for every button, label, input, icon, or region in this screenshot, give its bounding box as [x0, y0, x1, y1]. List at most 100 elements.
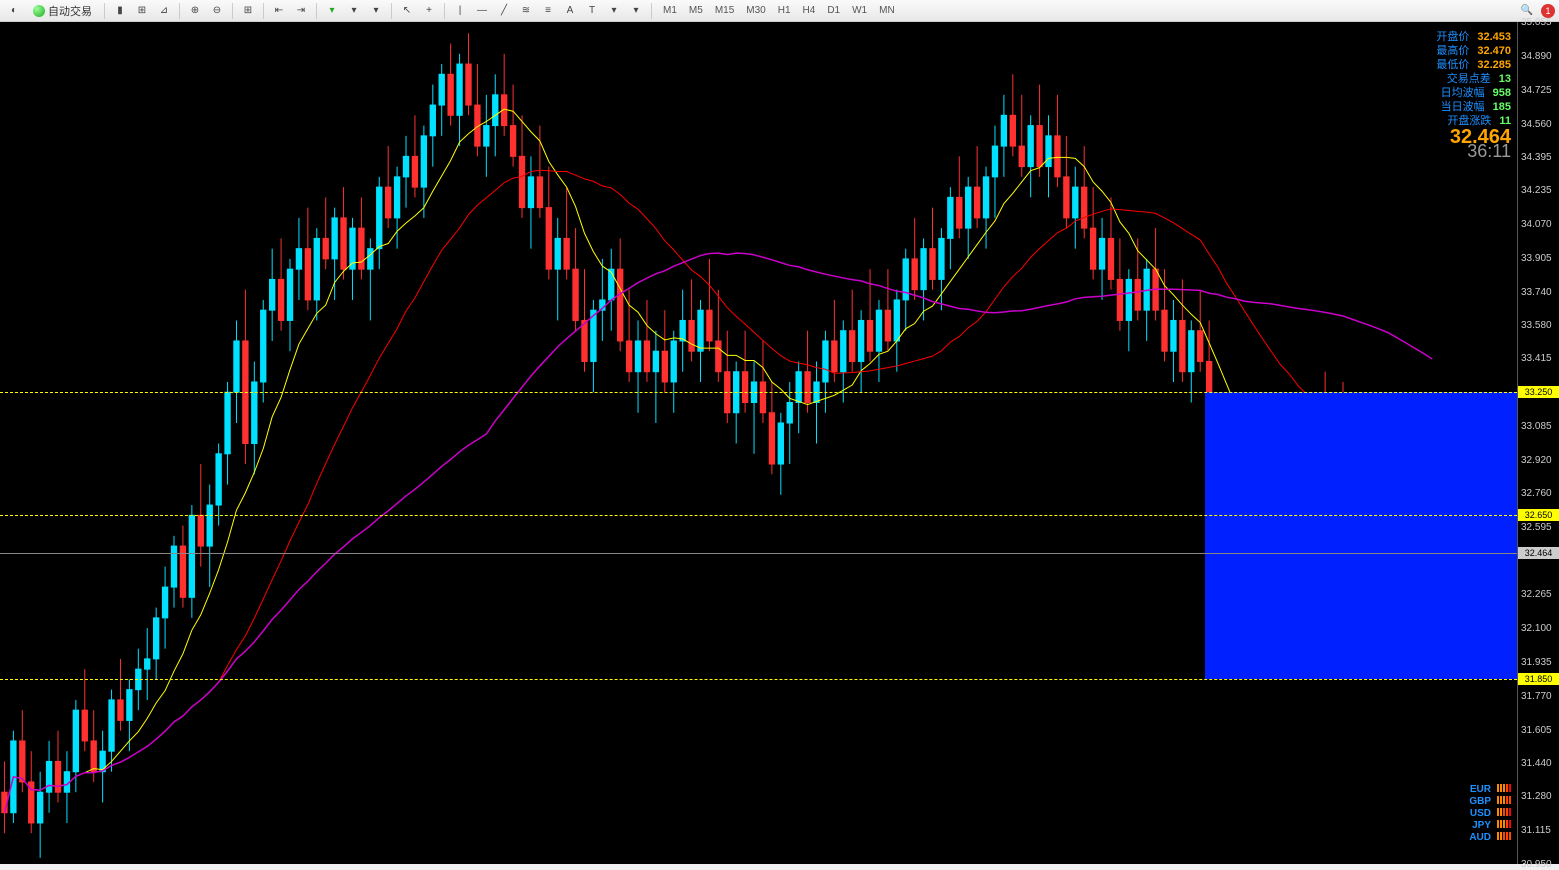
- info-label: 开盘价: [1436, 30, 1469, 44]
- crosshair-icon[interactable]: +: [419, 2, 439, 20]
- nav-icon[interactable]: ◐: [4, 2, 24, 20]
- templates-icon[interactable]: ▾: [344, 2, 364, 20]
- text-icon[interactable]: A: [560, 2, 580, 20]
- y-tick: 31.605: [1521, 725, 1552, 736]
- info-value: 185: [1493, 100, 1511, 114]
- channel-icon[interactable]: ≋: [516, 2, 536, 20]
- info-value: 13: [1499, 72, 1511, 86]
- currency-code: GBP: [1469, 796, 1491, 808]
- timeframe-h4[interactable]: H4: [797, 2, 822, 20]
- chart-canvas[interactable]: [0, 22, 1517, 864]
- shift-icon[interactable]: ⇤: [269, 2, 289, 20]
- timeframe-m30[interactable]: M30: [740, 2, 771, 20]
- info-label: 当日波幅: [1441, 100, 1485, 114]
- timeframe-d1[interactable]: D1: [821, 2, 846, 20]
- chart-area[interactable]: 35.05534.89034.72534.56034.39534.23534.0…: [0, 22, 1559, 864]
- price-marker: 33.250: [1518, 386, 1559, 398]
- countdown-timer: 36:11: [1436, 144, 1511, 158]
- info-panel: 开盘价32.453最高价32.470最低价32.285交易点差13日均波幅958…: [1436, 30, 1511, 158]
- currency-bars: [1497, 808, 1511, 820]
- price-marker: 31.850: [1518, 673, 1559, 685]
- y-tick: 34.560: [1521, 119, 1552, 130]
- separator: [232, 3, 233, 19]
- y-tick: 32.265: [1521, 589, 1552, 600]
- timeframe-h1[interactable]: H1: [772, 2, 797, 20]
- autotrade-label: 自动交易: [48, 3, 92, 19]
- timeframe-m15[interactable]: M15: [709, 2, 740, 20]
- timeframe-m5[interactable]: M5: [683, 2, 709, 20]
- candle-chart-icon[interactable]: ⊞: [132, 2, 152, 20]
- info-row: 日均波幅958: [1436, 86, 1511, 100]
- currency-code: USD: [1470, 808, 1491, 820]
- currency-bars: [1497, 796, 1511, 808]
- y-tick: 35.055: [1521, 17, 1552, 28]
- grid-icon[interactable]: ⊞: [238, 2, 258, 20]
- timeframe-mn[interactable]: MN: [873, 2, 901, 20]
- timeframe-w1[interactable]: W1: [846, 2, 873, 20]
- y-tick: 34.725: [1521, 85, 1552, 96]
- horizontal-line[interactable]: [0, 515, 1517, 516]
- notification-badge[interactable]: 1: [1541, 4, 1555, 18]
- shapes-icon[interactable]: ▾: [604, 2, 624, 20]
- zoom-out-icon[interactable]: ⊖: [207, 2, 227, 20]
- y-tick: 32.920: [1521, 455, 1552, 466]
- separator: [179, 3, 180, 19]
- current-price-line: [0, 553, 1517, 554]
- indicators-icon[interactable]: ▾: [322, 2, 342, 20]
- currency-row: GBP: [1469, 796, 1511, 808]
- autotrade-button[interactable]: 自动交易: [26, 2, 99, 20]
- y-tick: 32.595: [1521, 522, 1552, 533]
- highlight-rectangle: [1205, 392, 1517, 679]
- y-tick: 30.950: [1521, 859, 1552, 870]
- autoscroll-icon[interactable]: ⇥: [291, 2, 311, 20]
- currency-code: JPY: [1472, 820, 1491, 832]
- info-label: 最高价: [1436, 44, 1469, 58]
- price-marker: 32.650: [1518, 509, 1559, 521]
- separator: [651, 3, 652, 19]
- bar-chart-icon[interactable]: ▮: [110, 2, 130, 20]
- y-tick: 31.280: [1521, 791, 1552, 802]
- vline-icon[interactable]: |: [450, 2, 470, 20]
- fibo-icon[interactable]: ≡: [538, 2, 558, 20]
- zoom-in-icon[interactable]: ⊕: [185, 2, 205, 20]
- y-tick: 34.395: [1521, 152, 1552, 163]
- separator: [263, 3, 264, 19]
- currency-row: JPY: [1469, 820, 1511, 832]
- info-row: 交易点差 13: [1436, 72, 1511, 86]
- y-tick: 34.235: [1521, 185, 1552, 196]
- y-tick: 33.085: [1521, 421, 1552, 432]
- horizontal-line[interactable]: [0, 392, 1517, 393]
- y-tick: 33.740: [1521, 287, 1552, 298]
- info-label: 交易点差: [1447, 72, 1491, 86]
- strategy-icon[interactable]: ▾: [366, 2, 386, 20]
- label-icon[interactable]: T: [582, 2, 602, 20]
- y-tick: 31.440: [1521, 758, 1552, 769]
- separator: [316, 3, 317, 19]
- info-value: 32.470: [1477, 44, 1511, 58]
- y-tick: 31.770: [1521, 691, 1552, 702]
- y-tick: 34.070: [1521, 219, 1552, 230]
- currency-code: EUR: [1470, 784, 1491, 796]
- cursor-icon[interactable]: ↖: [397, 2, 417, 20]
- currency-bars: [1497, 820, 1511, 832]
- horizontal-line[interactable]: [0, 679, 1517, 680]
- currency-bars: [1497, 832, 1511, 844]
- hline-icon[interactable]: —: [472, 2, 492, 20]
- y-tick: 31.935: [1521, 657, 1552, 668]
- currency-row: USD: [1469, 808, 1511, 820]
- info-row: 当日波幅 185: [1436, 100, 1511, 114]
- info-row: 最高价 32.470: [1436, 44, 1511, 58]
- currency-row: AUD: [1469, 832, 1511, 844]
- currency-bars: [1497, 784, 1511, 796]
- line-chart-icon[interactable]: ⊿: [154, 2, 174, 20]
- price-marker: 32.464: [1518, 547, 1559, 559]
- timeframe-m1[interactable]: M1: [657, 2, 683, 20]
- y-tick: 33.415: [1521, 353, 1552, 364]
- arrows-icon[interactable]: ▾: [626, 2, 646, 20]
- currency-code: AUD: [1469, 832, 1491, 844]
- main-toolbar: ◐ 自动交易 ▮ ⊞ ⊿ ⊕ ⊖ ⊞ ⇤ ⇥ ▾ ▾ ▾ ↖ + | — ╱ ≋…: [0, 0, 1559, 22]
- y-tick: 34.890: [1521, 51, 1552, 62]
- globe-icon: [33, 5, 45, 17]
- currency-row: EUR: [1469, 784, 1511, 796]
- trendline-icon[interactable]: ╱: [494, 2, 514, 20]
